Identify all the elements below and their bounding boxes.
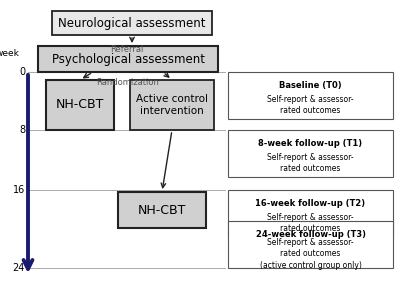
FancyBboxPatch shape bbox=[228, 72, 393, 119]
Text: Self-report & assessor-
rated outcomes
(active control group only): Self-report & assessor- rated outcomes (… bbox=[260, 238, 362, 270]
Text: Self-report & assessor-
rated outcomes: Self-report & assessor- rated outcomes bbox=[267, 153, 354, 173]
Text: Active control
intervention: Active control intervention bbox=[136, 94, 208, 116]
FancyBboxPatch shape bbox=[228, 221, 393, 268]
Text: 16: 16 bbox=[13, 185, 25, 195]
Text: 0: 0 bbox=[19, 67, 25, 77]
FancyBboxPatch shape bbox=[228, 190, 393, 237]
Text: Baseline (T0): Baseline (T0) bbox=[279, 81, 342, 90]
Text: Referral: Referral bbox=[110, 46, 144, 55]
FancyBboxPatch shape bbox=[130, 80, 214, 130]
Text: Self-report & assessor-
rated outcomes: Self-report & assessor- rated outcomes bbox=[267, 213, 354, 233]
FancyBboxPatch shape bbox=[228, 130, 393, 177]
Text: 8-week follow-up (T1): 8-week follow-up (T1) bbox=[258, 139, 362, 148]
Text: Randomization: Randomization bbox=[96, 78, 160, 87]
Text: Neurological assessment: Neurological assessment bbox=[58, 16, 206, 29]
FancyBboxPatch shape bbox=[52, 11, 212, 35]
Text: Self-report & assessor-
rated outcomes: Self-report & assessor- rated outcomes bbox=[267, 95, 354, 115]
FancyBboxPatch shape bbox=[46, 80, 114, 130]
FancyBboxPatch shape bbox=[38, 46, 218, 72]
Text: 8: 8 bbox=[19, 125, 25, 135]
Text: 24: 24 bbox=[13, 263, 25, 273]
Text: NH-CBT: NH-CBT bbox=[56, 98, 104, 112]
Text: week: week bbox=[0, 50, 20, 58]
Text: 16-week follow-up (T2): 16-week follow-up (T2) bbox=[256, 199, 366, 208]
Text: NH-CBT: NH-CBT bbox=[138, 203, 186, 217]
Text: 24-week follow-up (T3): 24-week follow-up (T3) bbox=[256, 230, 366, 239]
FancyBboxPatch shape bbox=[118, 192, 206, 228]
Text: Psychological assessment: Psychological assessment bbox=[52, 52, 204, 65]
